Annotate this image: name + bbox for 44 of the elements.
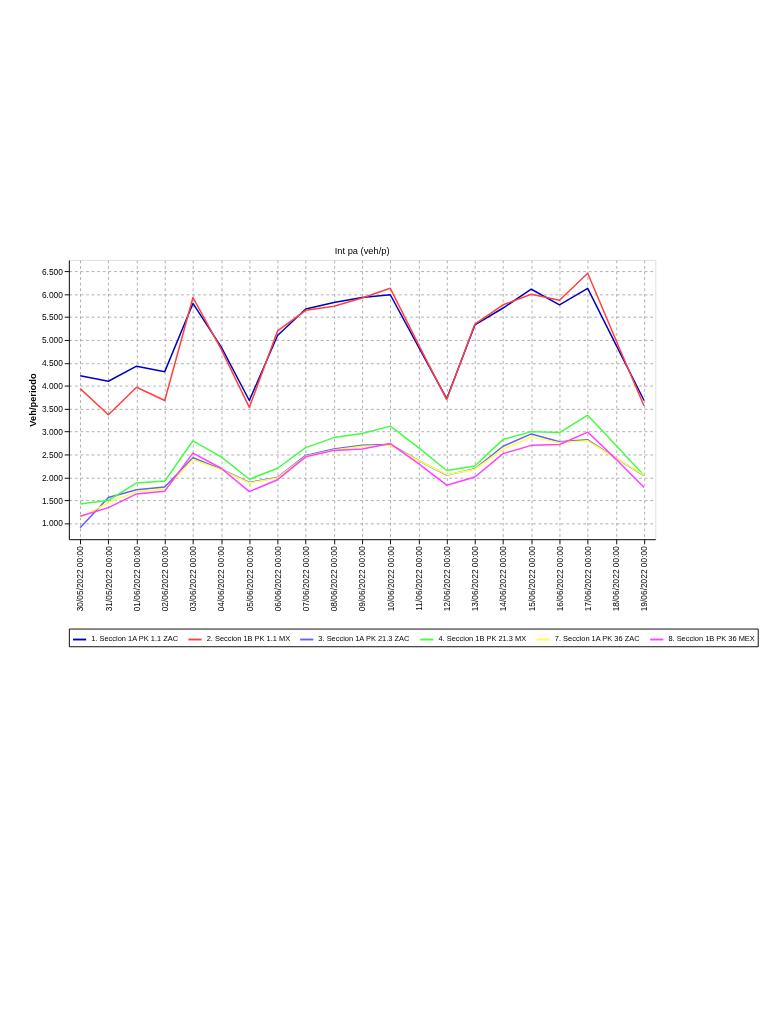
line-series (79, 414, 645, 505)
line-series (79, 272, 645, 416)
y-tick-label: 5.000 (41, 335, 64, 346)
line-series (79, 287, 645, 402)
y-tick-label: 2.500 (41, 449, 64, 460)
y-tick-label: 2.000 (41, 472, 64, 483)
y-tick-label: 1.000 (41, 518, 64, 529)
x-tick-label: 07/06/2022 00:00 (300, 545, 311, 612)
x-tick-label: 14/06/2022 00:00 (498, 545, 509, 612)
legend-label: 3. Seccion 1A PK 21.3 ZAC (318, 634, 410, 644)
x-tick-label: 13/06/2022 00:00 (470, 545, 481, 612)
y-tick-label: 6.500 (41, 266, 64, 277)
legend-label: 8. Seccion 1B PK 36 MEX (668, 634, 755, 644)
y-tick-label: 5.500 (41, 312, 64, 323)
x-tick-label: 02/06/2022 00:00 (160, 545, 171, 612)
x-tick-label: 03/06/2022 00:00 (188, 545, 199, 612)
legend-label: 1. Seccion 1A PK 1.1 ZAC (91, 634, 179, 644)
x-tick-label: 12/06/2022 00:00 (441, 545, 452, 612)
x-tick-label: 10/06/2022 00:00 (385, 545, 396, 612)
x-tick-label: 04/06/2022 00:00 (216, 545, 227, 612)
x-tick-label: 06/06/2022 00:00 (272, 545, 283, 612)
x-tick-label: 01/06/2022 00:00 (131, 545, 142, 612)
x-tick-label: 18/06/2022 00:00 (611, 545, 622, 612)
x-tick-label: 30/05/2022 00:00 (75, 545, 86, 612)
y-tick-label: 6.000 (41, 289, 64, 300)
x-tick-label: 19/06/2022 00:00 (639, 545, 650, 612)
y-axis-title: Veh/periodo (28, 373, 39, 427)
y-tick-label: 3.500 (41, 403, 64, 414)
x-tick-label: 09/06/2022 00:00 (357, 545, 368, 612)
x-tick-label: 11/06/2022 00:00 (413, 545, 424, 611)
y-tick-label: 1.500 (41, 495, 64, 506)
x-tick-label: 05/06/2022 00:00 (244, 545, 255, 612)
x-tick-label: 16/06/2022 00:00 (554, 545, 565, 612)
y-tick-label: 4.500 (41, 358, 64, 369)
chart-title: Int pa (veh/p) (334, 246, 390, 257)
x-tick-label: 31/05/2022 00:00 (103, 545, 114, 612)
y-tick-label: 3.000 (41, 426, 64, 437)
x-tick-label: 15/06/2022 00:00 (526, 545, 537, 612)
x-tick-label: 17/06/2022 00:00 (582, 545, 593, 612)
legend-label: 4. Seccion 1B PK 21.3 MX (438, 634, 527, 644)
x-tick-label: 08/06/2022 00:00 (329, 545, 340, 612)
legend-label: 7. Seccion 1A PK 36 ZAC (554, 634, 641, 644)
y-tick-label: 4.000 (41, 381, 64, 392)
legend-label: 2. Seccion 1B PK 1.1 MX (206, 634, 291, 644)
